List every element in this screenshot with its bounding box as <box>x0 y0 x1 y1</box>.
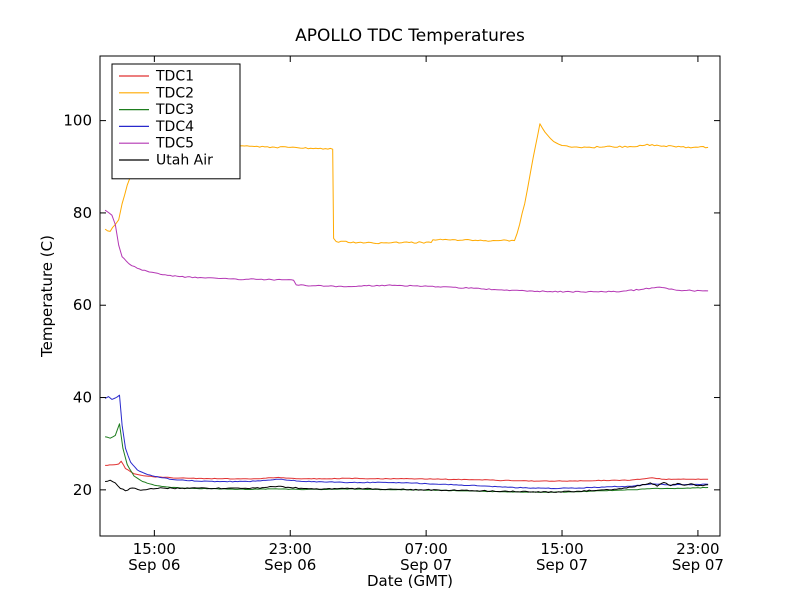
legend-label: TDC4 <box>155 119 194 135</box>
y-axis-label: Temperature (C) <box>38 235 56 358</box>
y-tick-label: 40 <box>73 389 92 407</box>
series-line-tdc1 <box>105 460 709 482</box>
legend-label: TDC3 <box>155 102 194 118</box>
y-tick-label: 80 <box>73 204 92 222</box>
y-tick-label: 20 <box>73 481 92 499</box>
series-line-tdc5 <box>104 209 709 293</box>
x-tick-date-label: Sep 06 <box>264 556 316 574</box>
y-tick-label: 60 <box>73 296 92 314</box>
x-tick-date-label: Sep 07 <box>400 556 452 574</box>
chart-title: APOLLO TDC Temperatures <box>295 26 525 46</box>
legend-label: Utah Air <box>156 153 213 169</box>
legend-label: TDC5 <box>155 136 194 152</box>
x-tick-time-label: 15:00 <box>133 540 176 558</box>
series-line-utah-air <box>105 479 709 493</box>
plot-border <box>99 55 721 537</box>
series-line-tdc4 <box>104 394 709 490</box>
y-tick-label: 100 <box>63 112 92 130</box>
x-tick-date-label: Sep 07 <box>672 556 724 574</box>
x-tick-time-label: 15:00 <box>540 540 583 558</box>
x-tick-date-label: Sep 07 <box>536 556 588 574</box>
x-tick-time-label: 23:00 <box>676 540 719 558</box>
x-tick-time-label: 23:00 <box>269 540 312 558</box>
legend-label: TDC2 <box>155 85 194 101</box>
legend-label: TDC1 <box>155 69 194 85</box>
x-tick-time-label: 07:00 <box>405 540 448 558</box>
x-axis-label: Date (GMT) <box>367 572 453 590</box>
x-tick-date-label: Sep 06 <box>128 556 180 574</box>
